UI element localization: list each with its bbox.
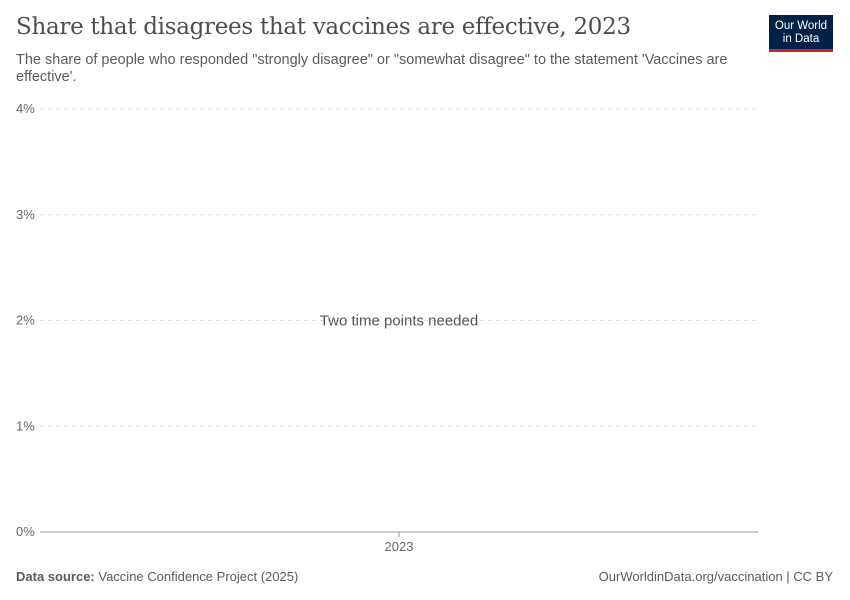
source-text[interactable]: Vaccine Confidence Project (2025) [98, 569, 299, 584]
y-tick-label: 2% [16, 313, 35, 328]
y-tick-label: 4% [16, 101, 35, 116]
y-tick-label: 0% [16, 524, 35, 539]
chart-subtitle: The share of people who responded "stron… [16, 52, 728, 85]
no-data-message: Two time points needed [320, 313, 478, 330]
source-label: Data source: [16, 569, 95, 584]
y-tick-label: 3% [16, 207, 35, 222]
chart-title: Share that disagrees that vaccines are e… [16, 14, 631, 40]
owid-logo[interactable]: Our World in Data [769, 15, 833, 52]
footer-link[interactable]: OurWorldinData.org/vaccination | CC BY [598, 569, 833, 584]
x-tick-label: 2023 [385, 539, 414, 554]
data-source: Data source: Vaccine Confidence Project … [16, 569, 298, 584]
y-tick-label: 1% [16, 418, 35, 433]
